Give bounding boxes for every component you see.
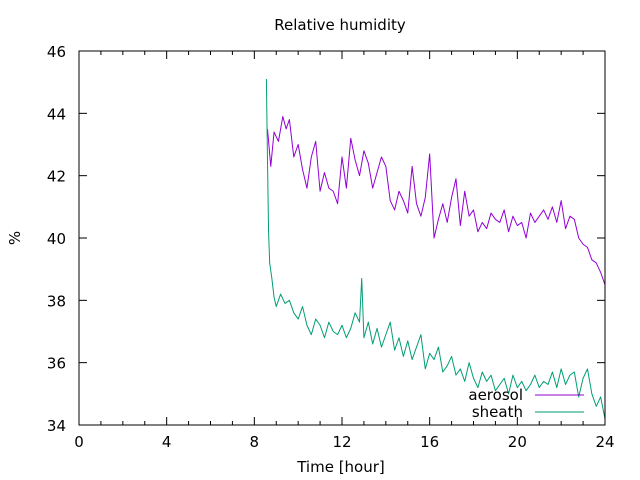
series-line-aerosol bbox=[266, 115, 606, 285]
y-tick-label: 38 bbox=[47, 292, 66, 310]
y-tick-label: 36 bbox=[47, 355, 66, 373]
y-axis-label: % bbox=[6, 231, 24, 245]
x-tick-label: 4 bbox=[162, 433, 172, 451]
x-tick-label: 0 bbox=[74, 433, 84, 451]
x-tick-label: 20 bbox=[508, 433, 527, 451]
chart-title: Relative humidity bbox=[274, 16, 406, 34]
y-tick-label: 44 bbox=[47, 105, 66, 123]
y-tick-label: 34 bbox=[47, 417, 66, 435]
x-tick-label: 8 bbox=[250, 433, 260, 451]
x-tick-label: 16 bbox=[420, 433, 439, 451]
axis-ticks: 0 4 8 12 16 20 24 34 36 38 40 42 44 46 bbox=[47, 43, 615, 451]
legend-label-aerosol: aerosol bbox=[468, 386, 523, 404]
series-lines bbox=[265, 79, 606, 419]
x-axis-label: Time [hour] bbox=[296, 458, 385, 476]
y-tick-label: 40 bbox=[47, 230, 66, 248]
legend-label-sheath: sheath bbox=[472, 403, 523, 421]
y-tick-label: 46 bbox=[47, 43, 66, 61]
plot-frame bbox=[78, 50, 606, 426]
series-line-sheath bbox=[265, 79, 606, 419]
x-tick-label: 12 bbox=[332, 433, 351, 451]
y-tick-label: 42 bbox=[47, 168, 66, 186]
x-tick-label: 24 bbox=[595, 433, 614, 451]
